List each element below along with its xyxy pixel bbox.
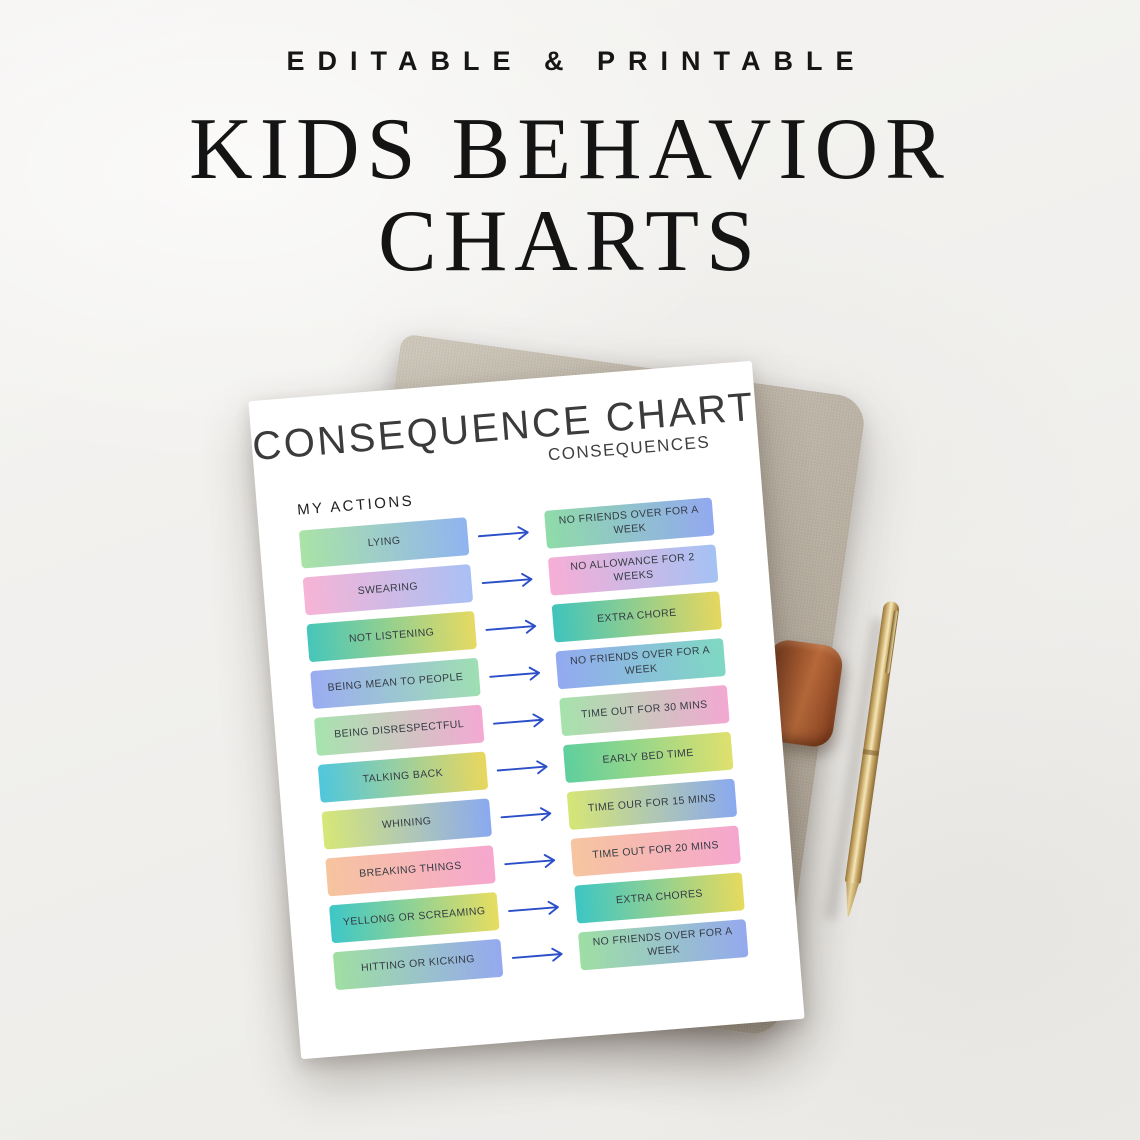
action-label: SWEARING xyxy=(357,580,419,598)
consequence-label: NO FRIENDS OVER FOR A WEEK xyxy=(592,925,734,959)
consequence-label: NO FRIENDS OVER FOR A WEEK xyxy=(569,644,711,677)
arrow-icon xyxy=(466,511,547,555)
chart-rows: LYING NO FRIENDS OVER FOR A WEEK SWEARIN… xyxy=(298,497,749,991)
action-pill: YELLONG OR SCREAMING xyxy=(329,891,500,944)
arrow-icon xyxy=(500,933,581,977)
arrow-icon xyxy=(474,605,555,649)
chart-row: NOT LISTENING EXTRA CHORE xyxy=(306,591,723,663)
chart-row: BEING MEAN TO PEOPLE NO FRIENDS OVER FOR… xyxy=(310,638,726,710)
action-pill: TALKING BACK xyxy=(317,751,489,803)
consequence-label: NO FRIENDS OVER FOR A WEEK xyxy=(558,503,700,537)
consequence-pill: TIME OUT FOR 20 MINS xyxy=(570,825,741,877)
pen-tip xyxy=(840,882,861,918)
consequence-label: TIME OUT FOR 20 MINS xyxy=(591,839,720,862)
consequence-label: EXTRA CHORES xyxy=(615,887,704,907)
arrow-icon xyxy=(481,698,562,742)
action-label: WHINING xyxy=(381,815,432,832)
chart-row: WHINING TIME OUR FOR 15 MINS xyxy=(321,778,738,850)
consequence-label: NO ALLOWANCE FOR 2 WEEKS xyxy=(569,551,696,584)
header-tagline: EDITABLE & PRINTABLE xyxy=(286,46,867,76)
consequence-label: EXTRA CHORE xyxy=(596,606,677,626)
arrow-icon xyxy=(485,745,566,789)
consequence-label: TIME OUR FOR 15 MINS xyxy=(587,792,717,815)
consequence-label: TIME OUT FOR 30 MINS xyxy=(580,698,709,721)
consequence-pill: NO FRIENDS OVER FOR A WEEK xyxy=(555,638,726,690)
action-label: BREAKING THINGS xyxy=(358,859,463,881)
chart-row: YELLONG OR SCREAMING EXTRA CHORES xyxy=(329,872,745,944)
arrow-icon xyxy=(489,792,570,836)
action-pill: BEING MEAN TO PEOPLE xyxy=(310,657,481,710)
chart-row: SWEARING NO ALLOWANCE FOR 2 WEEKS xyxy=(302,544,719,616)
consequence-pill: EARLY BED TIME xyxy=(562,731,734,784)
consequence-label: EARLY BED TIME xyxy=(602,746,695,767)
consequence-pill: NO FRIENDS OVER FOR A WEEK xyxy=(544,497,715,549)
arrow-icon xyxy=(470,558,551,602)
consequence-pill: EXTRA CHORES xyxy=(574,872,745,924)
action-label: HITTING OR KICKING xyxy=(360,953,476,975)
action-label: YELLONG OR SCREAMING xyxy=(342,905,486,929)
action-label: LYING xyxy=(367,534,401,550)
consequence-pill: TIME OUR FOR 15 MINS xyxy=(566,778,738,830)
action-label: BEING DISRESPECTFUL xyxy=(333,718,465,741)
action-label: NOT LISTENING xyxy=(348,626,435,646)
action-pill: LYING xyxy=(298,517,470,569)
consequence-pill: EXTRA CHORE xyxy=(551,591,723,643)
arrow-icon xyxy=(496,886,577,930)
action-pill: HITTING OR KICKING xyxy=(332,938,504,991)
chart-row: LYING NO FRIENDS OVER FOR A WEEK xyxy=(298,497,715,569)
arrow-icon xyxy=(478,651,559,695)
chart-row: TALKING BACK EARLY BED TIME xyxy=(317,731,734,803)
consequence-pill: NO ALLOWANCE FOR 2 WEEKS xyxy=(547,544,719,596)
action-label: TALKING BACK xyxy=(362,767,444,786)
action-pill: WHINING xyxy=(321,798,493,850)
action-pill: BEING DISRESPECTFUL xyxy=(313,704,485,756)
chart-row: BEING DISRESPECTFUL TIME OUT FOR 30 MINS xyxy=(313,684,730,756)
consequence-chart-paper: CONSEQUENCE CHART CONSEQUENCES MY ACTION… xyxy=(248,360,805,1060)
chart-row: BREAKING THINGS TIME OUT FOR 20 MINS xyxy=(325,825,741,897)
action-pill: BREAKING THINGS xyxy=(325,845,496,897)
chart-row: HITTING OR KICKING NO FRIENDS OVER FOR A… xyxy=(332,919,749,991)
action-label: BEING MEAN TO PEOPLE xyxy=(327,671,464,695)
consequence-pill: NO FRIENDS OVER FOR A WEEK xyxy=(578,919,749,971)
arrow-icon xyxy=(493,839,574,883)
consequence-pill: TIME OUT FOR 30 MINS xyxy=(559,684,730,737)
action-pill: SWEARING xyxy=(302,564,474,616)
page-title-line1: KIDS BEHAVIOR xyxy=(189,101,951,198)
page-title: KIDS BEHAVIOR CHARTS xyxy=(0,101,1140,291)
page-title-line2: CHARTS xyxy=(378,193,762,291)
action-pill: NOT LISTENING xyxy=(306,610,477,663)
